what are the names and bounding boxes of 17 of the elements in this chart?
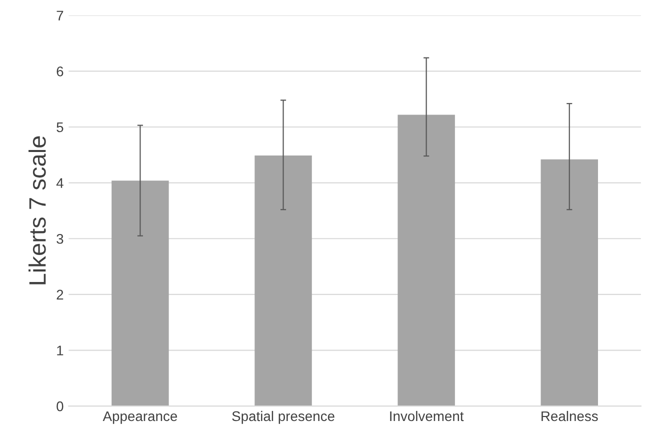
y-tick-label: 3	[56, 234, 64, 244]
y-tick-label: 1	[57, 346, 64, 356]
y-tick-label: 7	[56, 10, 64, 20]
y-axis-title: Likerts 7 scale	[28, 136, 46, 284]
x-tick-label: Spatial presence	[232, 410, 334, 424]
y-tick-label: 0	[56, 401, 64, 412]
y-tick-label: 2	[56, 290, 64, 300]
x-tick-label: Appearance	[102, 411, 178, 424]
bar	[112, 180, 169, 406]
bar	[398, 114, 455, 406]
y-tick-label: 5	[56, 122, 64, 132]
bar	[254, 155, 312, 406]
x-tick-label: Involvement	[390, 410, 464, 422]
y-tick-label: 6	[56, 66, 64, 76]
x-tick-label: Realness	[542, 410, 598, 422]
y-tick-label: 4	[56, 178, 64, 188]
bar	[540, 159, 598, 406]
